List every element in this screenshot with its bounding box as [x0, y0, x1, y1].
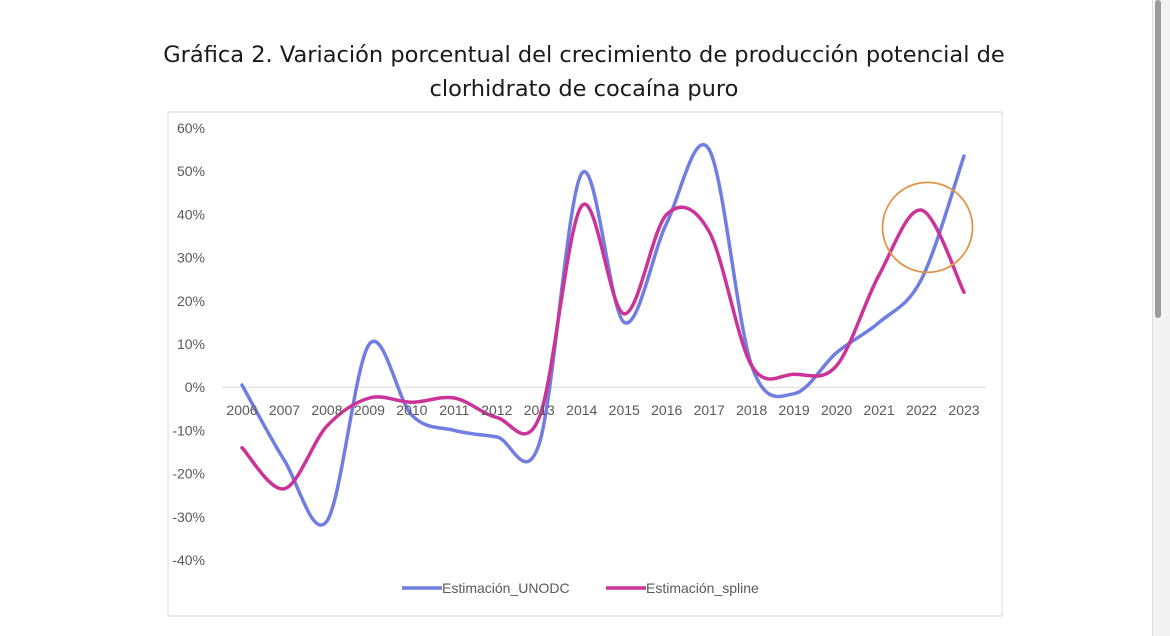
y-tick-label: -40%: [172, 552, 205, 568]
x-tick-label: 2015: [609, 402, 640, 418]
x-tick-label: 2022: [906, 402, 937, 418]
series-lines: [240, 143, 966, 527]
y-axis-tick-labels: 60% 50% 40% 30% 20% 10% 0% -10% -20% -30% -40%: [172, 120, 205, 568]
x-tick-label: 2006: [226, 402, 257, 418]
y-tick-label: -20%: [172, 466, 205, 482]
y-tick-label: 10%: [177, 336, 205, 352]
x-tick-label: 2017: [694, 402, 725, 418]
y-tick-label: 30%: [177, 250, 205, 266]
chart-area-border: [167, 111, 1003, 617]
x-tick-label: 2023: [948, 402, 979, 418]
legend: Estimación_UNODC Estimación_spline: [402, 580, 759, 596]
series-line-estimacion-unodc: [240, 143, 966, 527]
annotation-circle: [881, 181, 974, 274]
legend-label: Estimación_UNODC: [442, 580, 570, 596]
chart-title-line-1: Gráfica 2. Variación porcentual del crec…: [163, 42, 1005, 68]
x-tick-label: 2019: [779, 402, 810, 418]
x-tick-label: 2009: [354, 402, 385, 418]
legend-label: Estimación_spline: [646, 580, 759, 596]
annotations: [881, 181, 974, 274]
x-tick-label: 2013: [524, 402, 555, 418]
y-tick-label: -10%: [172, 422, 205, 438]
x-tick-label: 2018: [736, 402, 767, 418]
series-line-estimacion-spline: [240, 202, 966, 491]
x-tick-label: 2016: [651, 402, 682, 418]
y-tick-label: 60%: [177, 120, 205, 136]
x-axis-tick-labels: 2006 2007 2008 2009 2010 2011 2012 2013 2014 2015…: [226, 402, 979, 418]
x-tick-label: 2011: [439, 402, 469, 418]
chart-title: Gráfica 2. Variación porcentual del crec…: [150, 38, 1018, 106]
y-tick-label: -30%: [172, 509, 205, 525]
x-tick-label: 2020: [821, 402, 852, 418]
y-tick-label: 20%: [177, 293, 205, 309]
x-tick-label: 2007: [269, 402, 300, 418]
y-tick-label: 40%: [177, 206, 205, 222]
y-tick-label: 50%: [177, 163, 205, 179]
x-tick-label: 2012: [481, 402, 512, 418]
x-tick-label: 2014: [566, 402, 597, 418]
x-tick-label: 2021: [863, 402, 894, 418]
x-tick-label: 2010: [396, 402, 427, 418]
chart-title-line-2: clorhidrato de cocaína puro: [429, 76, 739, 102]
scrollbar-thumb[interactable]: [1155, 0, 1161, 318]
x-tick-label: 2008: [311, 402, 342, 418]
y-tick-label: 0%: [185, 379, 205, 395]
